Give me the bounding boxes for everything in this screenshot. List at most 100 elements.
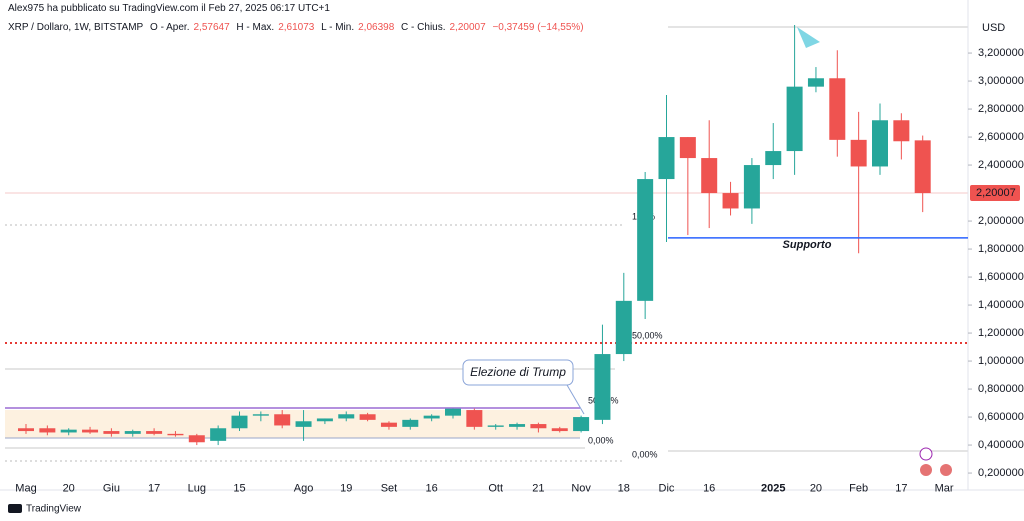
x-tick-label: Nov <box>571 482 591 494</box>
x-tick-label: 17 <box>148 482 160 494</box>
x-tick-label: Dic <box>659 482 675 494</box>
symbol: XRP / Dollaro, 1W, BITSTAMP <box>8 22 144 33</box>
candle-body <box>487 425 504 427</box>
candle-body <box>82 429 99 433</box>
candle-body <box>359 414 376 420</box>
x-tick-label: Mar <box>935 482 954 494</box>
candle-body <box>743 165 760 209</box>
candle-body <box>402 419 419 427</box>
candle-body <box>701 158 718 194</box>
x-tick-label: 15 <box>233 482 245 494</box>
y-tick-label: 1,800000 <box>978 243 1024 255</box>
x-tick-label: 17 <box>895 482 907 494</box>
x-tick-label: 19 <box>340 482 352 494</box>
callout-box <box>462 359 574 386</box>
ohlc-legend: XRP / Dollaro, 1W, BITSTAMP O - Aper. 2,5… <box>8 22 588 33</box>
text: Alex975 ha pubblicato su TradingView.com… <box>8 3 330 14</box>
candle-body <box>594 354 611 420</box>
value: 2,57647 <box>193 22 230 33</box>
y-tick-label: 0,800000 <box>978 383 1024 395</box>
candle-body <box>60 429 77 433</box>
y-tick-label: 2,600000 <box>978 131 1024 143</box>
support-label: Supporto <box>783 239 832 251</box>
label: O - Aper. <box>150 22 190 33</box>
candle-body <box>295 421 312 427</box>
candle-body <box>872 120 888 167</box>
y-tick-label: 0,200000 <box>978 467 1024 479</box>
candle-body <box>637 179 654 301</box>
callout-pointer <box>566 384 585 415</box>
y-tick-label: 2,000000 <box>978 215 1024 227</box>
y-tick-label: 1,600000 <box>978 271 1024 283</box>
candle-body <box>615 300 632 355</box>
candle-body <box>231 415 248 429</box>
y-tick-label: 1,000000 <box>978 355 1024 367</box>
callout-text: Elezione di Trump <box>470 365 566 379</box>
brand: TradingView <box>26 504 82 515</box>
range-box <box>5 410 580 438</box>
published-note: Alex975 ha pubblicato su TradingView.com… <box>8 3 334 14</box>
y-tick-label: 2,800000 <box>978 103 1024 115</box>
event-icon <box>920 464 932 476</box>
candle-body <box>39 428 56 433</box>
candle-body <box>380 422 397 427</box>
label: H - Max. <box>236 22 275 33</box>
candle-body <box>722 193 739 209</box>
x-tick-label: Lug <box>188 482 206 494</box>
candle-body <box>18 428 34 432</box>
candle-body <box>573 417 590 432</box>
currency: USD <box>982 22 1005 34</box>
value: 2,06398 <box>358 22 395 33</box>
candle-body <box>786 86 803 152</box>
x-tick-label: 18 <box>618 482 630 494</box>
candle-body <box>423 415 440 419</box>
candle-body <box>914 140 931 194</box>
x-tick-label: Ott <box>488 482 503 494</box>
candle-body <box>679 137 696 159</box>
y-tick-label: 3,000000 <box>978 75 1024 87</box>
price-tag <box>970 185 1020 202</box>
y-tick-label: 1,400000 <box>978 299 1024 311</box>
x-tick-label: 16 <box>426 482 438 494</box>
value: 2,20007 <box>449 22 486 33</box>
candle-body <box>658 137 675 180</box>
candle-body <box>188 435 205 443</box>
candle-body <box>124 431 141 434</box>
x-tick-label: Set <box>381 482 398 494</box>
candle-body <box>893 120 910 142</box>
x-tick-label: Ago <box>294 482 314 494</box>
candle-body <box>210 428 227 441</box>
y-tick-label: 0,600000 <box>978 411 1024 423</box>
candle-body <box>551 428 568 432</box>
candle-body <box>338 414 355 419</box>
candle-body <box>509 424 526 427</box>
candle-body <box>850 139 867 167</box>
arrow-icon <box>797 27 820 48</box>
x-tick-label: 2025 <box>761 482 785 494</box>
candle-body <box>316 418 333 422</box>
x-tick-label: Mag <box>15 482 36 494</box>
x-tick-label: 21 <box>532 482 544 494</box>
event-icon <box>919 447 933 461</box>
x-tick-label: 16 <box>703 482 715 494</box>
candle-body <box>466 410 483 427</box>
candle-body <box>829 78 846 140</box>
label: L - Min. <box>321 22 355 33</box>
candle-body <box>146 431 163 434</box>
candle-body <box>445 408 461 416</box>
candle-body <box>274 414 291 426</box>
label: C - Chius. <box>401 22 446 33</box>
fib-label: 50,00% <box>632 330 663 340</box>
event-icon <box>940 464 952 476</box>
candle-body <box>807 78 824 87</box>
x-tick-label: 20 <box>810 482 822 494</box>
candle-body <box>765 151 782 166</box>
x-tick-label: 20 <box>63 482 75 494</box>
price-tag-label: 2,20007 <box>976 187 1016 199</box>
logo-icon <box>8 504 22 513</box>
candle-body <box>103 431 120 434</box>
y-tick-label: 0,400000 <box>978 439 1024 451</box>
y-tick-label: 1,200000 <box>978 327 1024 339</box>
